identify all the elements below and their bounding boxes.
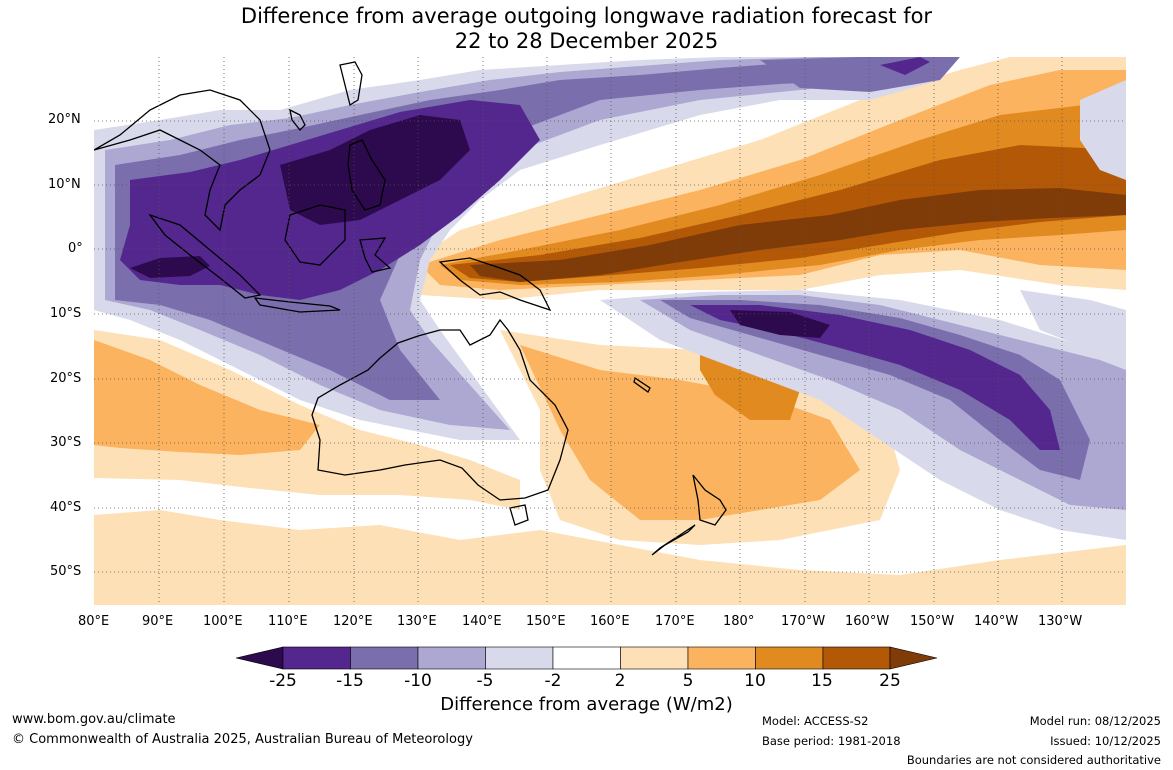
coastlines [94, 61, 727, 556]
lat-label-20s: 20°S [50, 371, 82, 386]
map-title-line1: Difference from average outgoing longwav… [240, 4, 933, 28]
colorbar-tick-p10: 10 [744, 671, 766, 691]
graticule [94, 57, 1126, 605]
lat-label-20n: 20°N [48, 112, 81, 127]
footer-issued: Issued: 10/12/2025 [1050, 734, 1161, 748]
tasman-positive-mid [520, 345, 860, 520]
lat-label-eq: 0° [68, 241, 83, 256]
south-indian-ocean-positive-light [94, 330, 520, 510]
footer-base-period: Base period: 1981-2018 [762, 734, 901, 748]
colorbar-tick-m25: -25 [269, 671, 297, 691]
pacific-positive-very-strong [450, 145, 1126, 282]
colorbar-extend-low [235, 646, 284, 670]
footer-disclaimer: Boundaries are not considered authoritat… [906, 753, 1161, 767]
colorbar [235, 646, 938, 670]
new-zealand-south-coastline [651, 524, 696, 556]
eastern-pacific-negative [1080, 80, 1126, 180]
spcz-negative-strong [660, 300, 1090, 480]
lon-label-160e: 160°E [590, 614, 630, 629]
south-pacific-negative-east [1020, 290, 1126, 360]
lon-label-80e: 80°E [78, 614, 110, 629]
footer-model-run: Model run: 08/12/2025 [1029, 714, 1161, 728]
lon-label-170e: 170°E [655, 614, 695, 629]
lon-label-150w: 150°W [910, 614, 955, 629]
lon-label-160w: 160°W [845, 614, 890, 629]
maritime-continent-negative-extreme [280, 115, 470, 225]
australia-coastline [311, 318, 569, 501]
lon-label-90e: 90°E [142, 614, 174, 629]
colorbar-tick-p2: 2 [614, 671, 626, 691]
lon-label-150e: 150°E [526, 614, 566, 629]
colorbar-title: Difference from average (W/m2) [440, 694, 733, 715]
footer-website: www.bom.gov.au/climate [12, 712, 176, 727]
indian-ocean-negative-extreme [130, 256, 210, 278]
lon-label-130e: 130°E [397, 614, 437, 629]
lon-label-170w: 170°W [781, 614, 826, 629]
sumatra-coastline [148, 213, 262, 299]
lon-label-140w: 140°W [974, 614, 1019, 629]
footer-model: Model: ACCESS-S2 [762, 714, 869, 728]
map-title: Difference from average outgoing longwav… [0, 4, 1173, 54]
borneo-coastline [284, 204, 346, 266]
colorbar-bin-p10-p15 [755, 646, 824, 670]
java-coastline [253, 297, 341, 313]
colorbar-bin-m10-m5 [417, 646, 486, 670]
spcz-negative-mid [640, 295, 1126, 510]
lon-label-180: 180° [723, 614, 755, 629]
colorbar-tick-m2: -2 [544, 671, 562, 691]
colorbar-bin-p5-p10 [687, 646, 756, 670]
colorbar-bin-p2-p5 [620, 646, 689, 670]
lon-label-100e: 100°E [203, 614, 243, 629]
olr-anomaly-map [94, 57, 1126, 670]
lat-label-40s: 40°S [50, 500, 82, 515]
lat-label-50s: 50°S [50, 564, 82, 579]
lon-label-120e: 120°E [333, 614, 373, 629]
tasman-positive-strong [700, 350, 800, 420]
japan-taiwan-coastline [289, 61, 363, 131]
new-zealand-north-coastline [692, 474, 727, 526]
new-caledonia-coastline [633, 376, 651, 393]
sulawesi-coastline [359, 237, 392, 273]
lat-label-10s: 10°S [50, 306, 82, 321]
footer-copyright: © Commonwealth of Australia 2025, Austra… [12, 732, 473, 747]
colorbar-extend-high [889, 646, 938, 670]
colorbar-bin-p15-p25 [822, 646, 891, 670]
mainland-asia-coastline [94, 89, 271, 232]
pacific-positive-extreme [470, 188, 1126, 282]
colorbar-bin-m25-m15 [282, 646, 351, 670]
lat-label-30s: 30°S [50, 435, 82, 450]
colorbar-tick-m15: -15 [336, 671, 364, 691]
philippines-coastline [347, 139, 386, 211]
colorbar-bin-m2-p2 [552, 646, 621, 670]
south-indian-ocean-positive-mid [94, 340, 320, 455]
colorbar-bin-m5-m2 [485, 646, 554, 670]
lon-label-140e: 140°E [462, 614, 502, 629]
spcz-negative-very-strong [690, 305, 1060, 450]
southern-ocean-positive-south [94, 510, 1126, 605]
lat-label-10n: 10°N [48, 177, 81, 192]
tasmania-coastline [509, 504, 529, 526]
new-guinea-coastline [438, 257, 552, 312]
colorbar-bin-m15-m10 [350, 646, 419, 670]
colorbar-tick-p15: 15 [811, 671, 833, 691]
lon-label-130w: 130°W [1038, 614, 1083, 629]
pacific-positive-strong [440, 100, 1126, 285]
colorbar-tick-p25: 25 [879, 671, 901, 691]
anomaly-field [94, 57, 1126, 605]
map-title-line2: 22 to 28 December 2025 [454, 29, 719, 53]
colorbar-tick-m10: -10 [404, 671, 432, 691]
north-pacific-negative-strong [880, 57, 930, 75]
colorbar-tick-p5: 5 [682, 671, 694, 691]
colorbar-tick-m5: -5 [476, 671, 494, 691]
lon-label-110e: 110°E [268, 614, 308, 629]
